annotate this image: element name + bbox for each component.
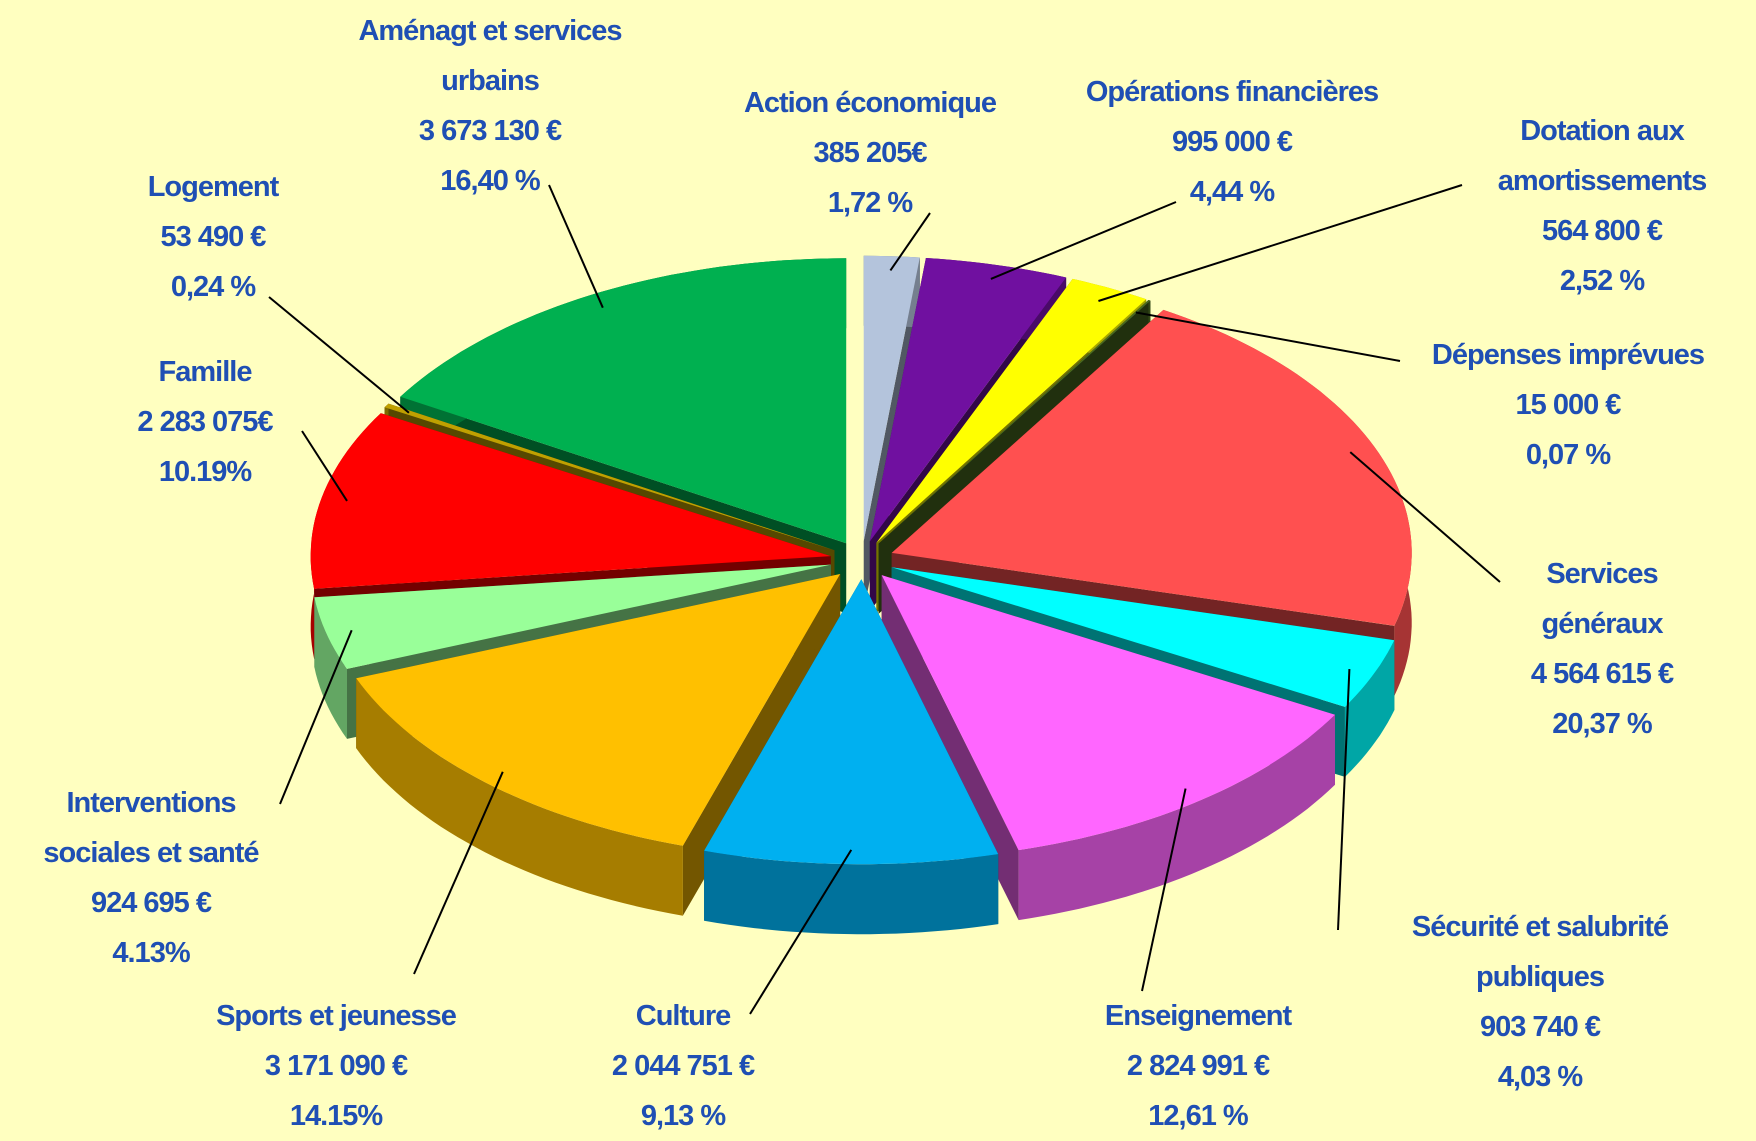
slice-name: Aménagt et services urbains (358, 15, 622, 97)
slice-percent: 2,52 % (1559, 265, 1645, 297)
slice (863, 255, 920, 541)
slice-amount: 2 283 075€ (137, 406, 273, 438)
slice-wall (356, 678, 683, 916)
slice-percent: 12,61 % (1148, 1100, 1248, 1132)
slice-percent: 14.15% (289, 1100, 383, 1132)
slice-amount: 2 044 751 € (611, 1050, 755, 1082)
slice-label: Interventions sociales et santé 924 695 €… (11, 778, 291, 978)
slice-name: Dépenses imprévues (1431, 339, 1705, 371)
slice-name: Interventions sociales et santé (43, 787, 259, 869)
slice-label: Sécurité et salubrité publiques 903 740 €… (1370, 902, 1710, 1102)
leader-line (749, 849, 853, 1015)
leader-line (1337, 668, 1351, 931)
slice-label: Aménagt et services urbains 3 673 130 € 16… (320, 6, 660, 206)
leader-line (889, 212, 931, 272)
slice-name: Culture (635, 1000, 732, 1032)
slice-name: Sports et jeunesse (216, 1000, 457, 1032)
leader-line (301, 430, 348, 502)
slice-label: Opérations financières 995 000 € 4,44 % (1052, 67, 1412, 217)
leader-line (990, 201, 1177, 280)
slice-amount: 2 824 991 € (1126, 1050, 1270, 1082)
slice-amount: 903 740 € (1479, 1011, 1601, 1043)
slice (310, 413, 831, 589)
slice-wall (1018, 714, 1335, 921)
slice-label: Sports et jeunesse 3 171 090 € 14.15% (176, 991, 496, 1141)
slice-amount: 924 695 € (90, 887, 212, 919)
leader-line (268, 296, 410, 414)
slice (356, 574, 841, 846)
slice-label: Logement 53 490 € 0,24 % (113, 162, 313, 312)
slice-wall (314, 597, 347, 739)
slice-group (881, 575, 1335, 921)
slice (876, 278, 1147, 543)
slice-name: Action économique (743, 87, 997, 119)
slice-amount: 15 000 € (1515, 389, 1622, 421)
leader-line (413, 771, 504, 975)
slice-amount: 53 490 € (160, 221, 267, 253)
slice-amount: 564 800 € (1541, 215, 1663, 247)
slice-amount: 385 205€ (813, 137, 928, 169)
slice-label: Famille 2 283 075€ 10.19% (105, 347, 305, 497)
slice-percent: 0,24 % (170, 271, 256, 303)
slice (314, 564, 831, 669)
slice-amount: 3 673 130 € (418, 115, 562, 147)
slice (384, 403, 835, 551)
slice (869, 258, 1067, 542)
slice-label: Enseignement 2 824 991 € 12,61 % (1068, 991, 1328, 1141)
leader-line (1098, 184, 1463, 302)
slice-group (356, 574, 841, 916)
leader-line (1141, 788, 1187, 992)
slice-percent: 4.13% (112, 937, 190, 969)
slice-group (704, 579, 999, 935)
slice-label: Dépenses imprévues 15 000 € 0,07 % (1388, 330, 1748, 480)
leader-line (1349, 451, 1501, 583)
slice-percent: 16,40 % (440, 165, 540, 197)
slice (891, 309, 1412, 626)
slice-name: Dotation aux amortissements (1497, 115, 1707, 197)
leader-line (548, 184, 604, 309)
slice-name: Logement (147, 171, 280, 203)
slice-percent: 1,72 % (827, 187, 913, 219)
slice-label: Culture 2 044 751 € 9,13 % (583, 991, 783, 1141)
slice-name: Services généraux (1541, 558, 1664, 640)
slice-wall (704, 850, 999, 935)
slice-label: Dotation aux amortissements 564 800 € 2,52… (1462, 106, 1742, 306)
slice-percent: 0,07 % (1525, 439, 1611, 471)
slice-name: Sécurité et salubrité publiques (1411, 911, 1669, 993)
slice-amount: 3 171 090 € (264, 1050, 408, 1082)
slice-name: Famille (158, 356, 253, 388)
slice-percent: 4,44 % (1189, 176, 1275, 208)
leader-line (279, 629, 353, 805)
slice (704, 579, 999, 865)
slice-percent: 9,13 % (640, 1100, 726, 1132)
slice-amount: 995 000 € (1171, 126, 1293, 158)
slice (881, 575, 1335, 851)
slice-wall (1345, 640, 1395, 777)
slice-amount: 4 564 615 € (1530, 658, 1674, 690)
slice (878, 300, 1151, 544)
slice-label: Services généraux 4 564 615 € 20,37 % (1502, 549, 1702, 749)
slice (891, 567, 1395, 707)
slice-name: Opérations financières (1085, 76, 1379, 108)
slice-percent: 10.19% (158, 456, 252, 488)
slice-percent: 4,03 % (1497, 1061, 1583, 1093)
slice (400, 258, 847, 544)
slice-name: Enseignement (1104, 1000, 1292, 1032)
slice-percent: 20,37 % (1552, 708, 1652, 740)
leader-line (1135, 311, 1401, 362)
slice-label: Action économique 385 205€ 1,72 % (700, 78, 1040, 228)
